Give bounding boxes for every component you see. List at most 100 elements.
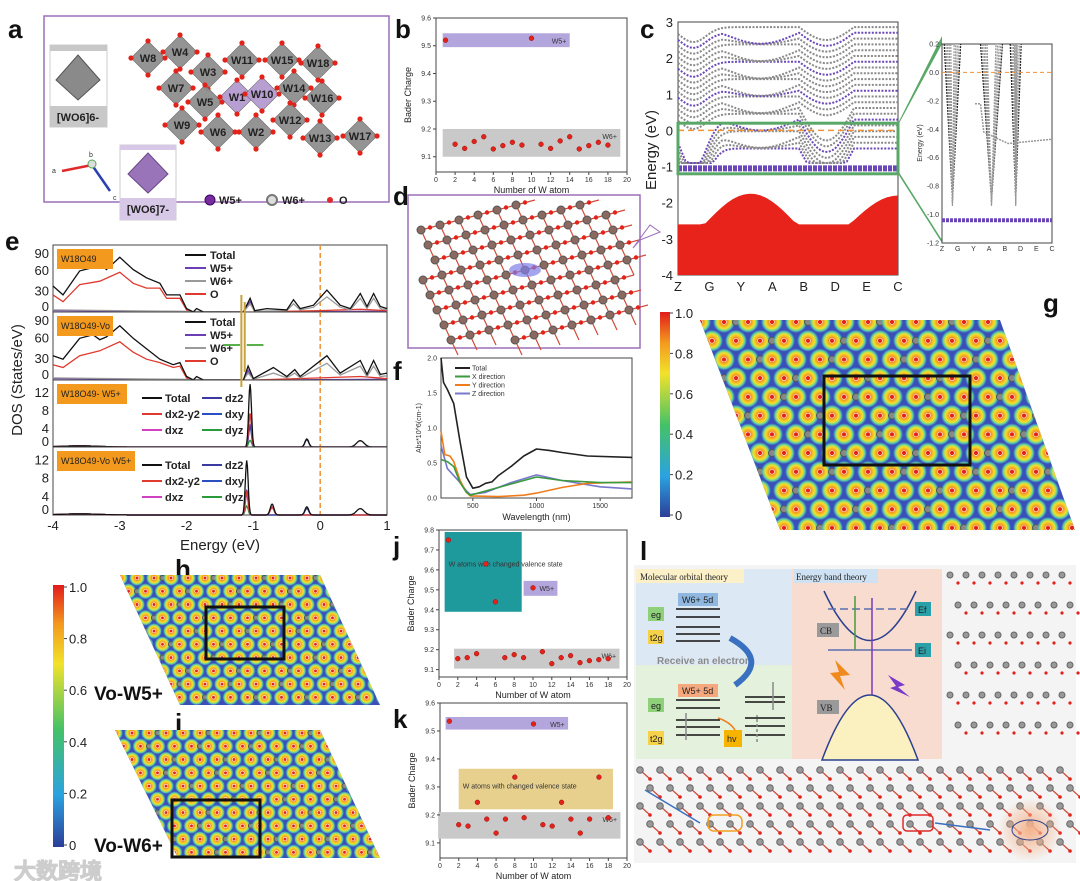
o-atom	[223, 744, 228, 749]
x-tick-label: 0	[438, 863, 442, 870]
data-point	[502, 816, 509, 822]
w-atom	[886, 820, 894, 828]
w-atom	[636, 766, 644, 774]
o-atom	[818, 795, 822, 799]
o-atom	[262, 642, 267, 647]
oxygen-atom	[319, 112, 325, 118]
o-atom	[972, 641, 976, 645]
w-atom	[598, 295, 608, 305]
o-atom	[709, 375, 715, 381]
o-atom	[265, 810, 271, 815]
w-atom	[786, 820, 794, 828]
data-point	[446, 718, 453, 724]
o-atom	[214, 837, 220, 842]
o-atom	[805, 487, 811, 494]
o-atom	[668, 849, 672, 853]
y-tick-label: 9.4	[425, 756, 435, 763]
o-atom	[185, 682, 191, 687]
o-atom	[778, 831, 782, 835]
o-atom	[436, 290, 442, 295]
o-atom	[180, 730, 186, 736]
x-tick-label: 14	[566, 177, 574, 184]
elf-lobe	[761, 498, 783, 521]
o-atom	[291, 770, 296, 775]
o-atom	[495, 325, 501, 330]
w-atom	[876, 802, 884, 810]
inset-y-tick-label: 0.2	[929, 42, 939, 49]
oxygen-atom	[317, 118, 323, 124]
panel-hi-elf-maps: 1.0 0.8 0.6 0.4 0.2 0 Vo-W5+ Vo-W6+	[53, 575, 380, 859]
o-atom	[937, 356, 943, 363]
o-atom	[757, 525, 763, 530]
w-atom	[1056, 766, 1064, 774]
legend-label: Total	[472, 366, 487, 373]
o-atom	[347, 589, 352, 594]
highlight-vo-site	[902, 814, 934, 832]
o-atom	[168, 575, 174, 581]
elf-lobe	[1061, 442, 1075, 465]
oxygen-atom	[222, 57, 228, 63]
o-atom	[698, 831, 702, 835]
o-atom	[296, 695, 301, 700]
o-atom	[980, 671, 984, 675]
w-atom	[836, 802, 844, 810]
o-atom	[721, 320, 727, 325]
o-atom	[364, 615, 369, 620]
o-atom	[798, 795, 802, 799]
o-atom	[829, 487, 835, 494]
o-atom	[313, 642, 318, 647]
w-atom	[1056, 802, 1064, 810]
w-atom	[1010, 691, 1018, 699]
o-atom	[355, 575, 361, 581]
panel-label-i: i	[175, 708, 182, 738]
y-tick-label: 8	[42, 471, 49, 486]
o-atom	[219, 682, 225, 687]
oxygen-atom	[253, 112, 259, 118]
o-atom	[1068, 581, 1072, 585]
w-atom	[442, 235, 452, 245]
o-atom	[253, 575, 259, 581]
w-atom	[444, 285, 454, 295]
pointer-arrow-icon	[934, 822, 991, 831]
o-atom	[889, 356, 895, 363]
o-legend-icon	[327, 197, 333, 203]
x-axis-label: Number of W atom	[495, 690, 571, 700]
o-atom	[841, 320, 847, 325]
w-atom	[1067, 505, 1075, 514]
subplot-title: W18O49-Vo	[61, 321, 110, 331]
o-atom	[1020, 581, 1024, 585]
o-atom	[287, 602, 293, 607]
y-tick-label: 9.2	[425, 812, 435, 819]
o-atom	[143, 615, 148, 620]
data-point	[500, 142, 506, 149]
legend-label: dz2	[225, 460, 243, 472]
w-atom	[970, 661, 978, 669]
o-atom	[115, 810, 118, 815]
o-atom	[728, 849, 732, 853]
o-atom	[330, 668, 335, 673]
o-atom	[978, 795, 982, 799]
w-atom	[506, 235, 516, 245]
o-atom	[202, 682, 208, 687]
legend-label: Total	[210, 250, 235, 262]
o-atom	[163, 730, 169, 736]
band-line	[677, 124, 898, 164]
w-atom	[756, 838, 764, 846]
elf-lobe	[701, 479, 723, 502]
oxygen-atom	[215, 146, 221, 152]
o-atom	[841, 394, 847, 400]
o-atom	[901, 412, 907, 419]
band-line	[677, 26, 898, 44]
o-atom	[325, 823, 330, 828]
w-atom	[656, 838, 664, 846]
o-atom	[805, 375, 811, 381]
legend-o: O	[339, 195, 348, 207]
panel-label-e: e	[5, 226, 19, 256]
inset-k-point-label: Y	[971, 246, 976, 253]
o-atom	[151, 628, 157, 634]
o-atom	[938, 831, 942, 835]
o-atom	[228, 589, 233, 594]
o-atom	[848, 849, 852, 853]
w-atom-label: W18	[307, 58, 330, 70]
w-atom	[615, 240, 625, 250]
